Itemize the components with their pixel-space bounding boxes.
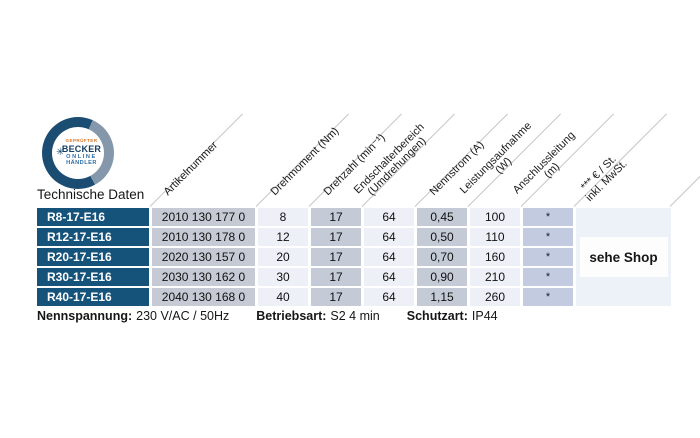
badge-line-händler: HÄNDLER [66,160,97,167]
table-cell: 8 [258,208,308,226]
becker-dealer-badge: ✳ GEPRÜFTER BECKER ONLINE HÄNDLER [42,117,114,189]
table-cell: 160 [470,248,520,266]
technical-data-table: sehe Shop R8-17-E16 2010 130 177 0 8 17 … [37,208,671,306]
table-cell: 2040 130 168 0 [152,288,255,306]
table-cell: 20 [258,248,308,266]
table-cell: 40 [258,288,308,306]
table-cell: 64 [364,268,414,286]
table-cell: 0,70 [417,248,467,266]
table-cell: 0,90 [417,268,467,286]
row-header: R20-17-E16 [37,248,149,266]
table-cell: 64 [364,208,414,226]
badge-inner-circle: ✳ GEPRÜFTER BECKER ONLINE HÄNDLER [52,127,104,179]
table-cell: 30 [258,268,308,286]
badge-text: GEPRÜFTER BECKER ONLINE HÄNDLER [61,138,102,167]
table-cell: 260 [470,288,520,306]
table-cell: 2030 130 162 0 [152,268,255,286]
section-title: Technische Daten [37,187,145,202]
footnote-cell: * [523,268,573,286]
gear-icon: ✳ [56,147,65,158]
table-cell: 64 [364,228,414,246]
footnote-cell: * [523,208,573,226]
footer-specs: Nennspannung: 230 V/AC / 50Hz Betriebsart… [37,309,498,323]
row-header: R40-17-E16 [37,288,149,306]
footnote-cell: * [523,248,573,266]
price-column-cell: sehe Shop [576,208,671,306]
row-header: R30-17-E16 [37,268,149,286]
table-cell: 12 [258,228,308,246]
footnote-cell: * [523,288,573,306]
table-cell: 17 [311,268,361,286]
col-header-artikelnummer: Artikelnummer [161,139,221,198]
table-cell: 1,15 [417,288,467,306]
badge-line-geprüfter: GEPRÜFTER [65,138,98,144]
spec-schutzart: Schutzart: IP44 [406,309,498,323]
table-cell: 2010 130 178 0 [152,228,255,246]
row-header: R8-17-E16 [37,208,149,226]
table-cell: 0,50 [417,228,467,246]
badge-line-online: ONLINE [66,153,97,160]
table-cell: 64 [364,248,414,266]
table-cell: 0,45 [417,208,467,226]
table-cell: 2020 130 157 0 [152,248,255,266]
table-cell: 110 [470,228,520,246]
spec-betriebsart: Betriebsart: S2 4 min [256,309,380,323]
badge-line-becker: BECKER [61,143,102,154]
table-header: Artikelnummer Drehmoment (Nm) Drehzahl (… [37,112,700,208]
table-cell: 17 [311,248,361,266]
table-cell: 17 [311,228,361,246]
table-cell: 100 [470,208,520,226]
table-cell: 64 [364,288,414,306]
table-cell: 17 [311,288,361,306]
table-cell: 210 [470,268,520,286]
spec-nennspannung: Nennspannung: 230 V/AC / 50Hz [37,309,230,323]
table-cell: 2010 130 177 0 [152,208,255,226]
header-diagonal-line [669,113,700,207]
col-header-preis: *** € / St. inkl. MwSt. [578,153,630,204]
shop-link[interactable]: sehe Shop [579,237,668,277]
row-header: R12-17-E16 [37,228,149,246]
footnote-cell: * [523,228,573,246]
table-cell: 17 [311,208,361,226]
